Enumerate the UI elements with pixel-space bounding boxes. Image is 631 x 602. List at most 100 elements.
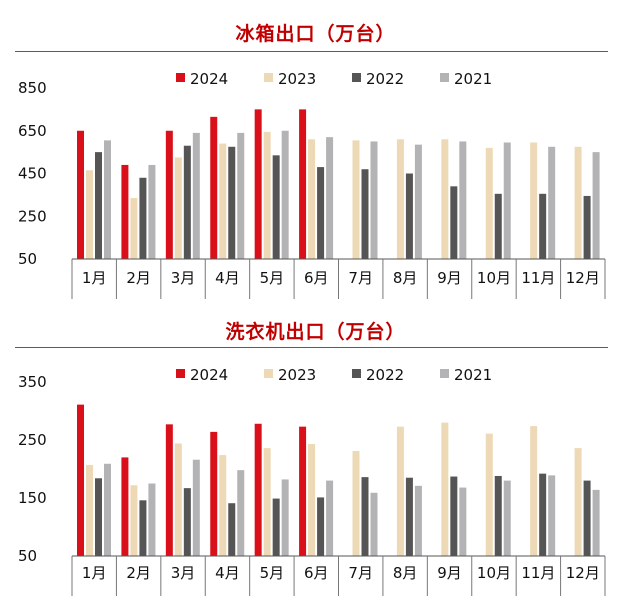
bar-2022 bbox=[272, 498, 280, 556]
bar-2023 bbox=[174, 157, 182, 259]
bar-2023 bbox=[86, 464, 93, 556]
bar-2024 bbox=[254, 423, 262, 556]
bar-2023 bbox=[219, 143, 227, 259]
y-tick-label: 650 bbox=[18, 122, 47, 140]
bar-2022 bbox=[228, 146, 236, 259]
bar-2021 bbox=[104, 463, 111, 556]
bar-2023 bbox=[352, 451, 360, 556]
bar-2021 bbox=[148, 164, 156, 259]
y-tick-label: 450 bbox=[18, 165, 47, 183]
x-tick-label: 8月 bbox=[393, 564, 418, 582]
x-tick-label: 8月 bbox=[393, 269, 418, 287]
y-tick-label: 50 bbox=[18, 250, 37, 268]
x-tick-label: 6月 bbox=[304, 269, 329, 287]
bar-2021 bbox=[281, 130, 289, 259]
legend-label: 2021 bbox=[454, 70, 492, 88]
y-tick-label: 250 bbox=[18, 207, 47, 225]
x-tick-label: 9月 bbox=[437, 269, 462, 287]
bar-2022 bbox=[183, 145, 191, 259]
y-tick-label: 250 bbox=[18, 431, 47, 449]
x-tick-label: 4月 bbox=[215, 564, 240, 582]
legend-label: 2022 bbox=[366, 70, 404, 88]
x-tick-label: 4月 bbox=[215, 269, 240, 287]
bar-2021 bbox=[237, 470, 245, 556]
bar-2024 bbox=[210, 431, 218, 556]
title-divider bbox=[15, 347, 608, 348]
x-tick-label: 7月 bbox=[348, 269, 373, 287]
legend-swatch bbox=[440, 369, 449, 378]
bar-2023 bbox=[130, 198, 138, 259]
bar-2021 bbox=[414, 485, 422, 556]
bar-2024 bbox=[77, 130, 84, 259]
legend-label: 2024 bbox=[190, 366, 228, 384]
bar-2023 bbox=[574, 146, 582, 259]
bar-2024 bbox=[165, 424, 173, 556]
bar-2024 bbox=[165, 130, 173, 259]
bar-2021 bbox=[326, 480, 334, 556]
x-tick-label: 10月 bbox=[477, 564, 511, 582]
x-tick-label: 11月 bbox=[521, 269, 555, 287]
x-tick-label: 12月 bbox=[566, 564, 600, 582]
x-tick-label: 6月 bbox=[304, 564, 329, 582]
bar-2021 bbox=[503, 480, 511, 556]
title-divider bbox=[15, 51, 608, 52]
bar-2023 bbox=[308, 139, 316, 259]
legend-swatch bbox=[440, 73, 449, 82]
bar-2024 bbox=[299, 426, 307, 556]
bar-2023 bbox=[352, 140, 360, 259]
x-tick-label: 1月 bbox=[82, 564, 107, 582]
bar-2022 bbox=[317, 167, 325, 259]
bar-2023 bbox=[530, 142, 538, 259]
y-tick-label: 150 bbox=[18, 489, 47, 507]
bar-2021 bbox=[592, 152, 600, 259]
bar-2023 bbox=[86, 170, 93, 259]
x-tick-label: 9月 bbox=[437, 564, 462, 582]
legend-swatch bbox=[176, 73, 185, 82]
bar-2023 bbox=[485, 433, 493, 556]
legend-swatch bbox=[352, 369, 361, 378]
x-tick-label: 3月 bbox=[171, 269, 196, 287]
bar-2022 bbox=[361, 477, 369, 556]
bar-2023 bbox=[219, 455, 227, 556]
bar-2023 bbox=[441, 422, 449, 556]
bar-2022 bbox=[494, 193, 502, 259]
x-tick-label: 12月 bbox=[566, 269, 600, 287]
bar-2021 bbox=[192, 132, 200, 259]
legend-swatch bbox=[264, 73, 273, 82]
legend-label: 2024 bbox=[190, 70, 228, 88]
bar-2023 bbox=[263, 448, 271, 556]
chart-title: 洗衣机出口（万台） bbox=[225, 321, 406, 343]
bar-2022 bbox=[539, 193, 547, 259]
bar-2022 bbox=[494, 475, 502, 556]
x-tick-label: 7月 bbox=[348, 564, 373, 582]
legend-label: 2023 bbox=[278, 366, 316, 384]
y-tick-label: 350 bbox=[18, 373, 47, 391]
y-tick-label: 850 bbox=[18, 79, 47, 97]
bar-2021 bbox=[104, 140, 111, 259]
bar-2024 bbox=[210, 116, 218, 259]
x-tick-label: 2月 bbox=[126, 564, 151, 582]
bar-2022 bbox=[183, 488, 191, 556]
bar-2023 bbox=[441, 139, 449, 259]
bar-2021 bbox=[592, 489, 600, 556]
bar-2022 bbox=[139, 177, 147, 259]
bar-2021 bbox=[370, 492, 378, 556]
bar-2024 bbox=[77, 404, 84, 556]
bar-2023 bbox=[574, 448, 582, 556]
bar-2022 bbox=[139, 500, 147, 556]
bar-2021 bbox=[370, 141, 378, 259]
bar-2024 bbox=[121, 457, 129, 556]
bar-2021 bbox=[237, 132, 245, 259]
fridge-bar-chart: 50 250 450 650 850 1月 2月 3月 4月 5月 6月 7月 8月 9月 10月 11月 12… bbox=[18, 70, 606, 299]
legend-label: 2021 bbox=[454, 366, 492, 384]
x-tick-label: 3月 bbox=[171, 564, 196, 582]
bar-2022 bbox=[228, 503, 236, 556]
bar-2023 bbox=[530, 426, 538, 556]
bar-2021 bbox=[548, 475, 556, 556]
bar-2022 bbox=[405, 173, 413, 259]
x-tick-label: 5月 bbox=[260, 269, 285, 287]
bar-2024 bbox=[121, 164, 129, 259]
bar-2023 bbox=[174, 443, 182, 556]
x-tick-label: 2月 bbox=[126, 269, 151, 287]
bar-2021 bbox=[503, 142, 511, 259]
